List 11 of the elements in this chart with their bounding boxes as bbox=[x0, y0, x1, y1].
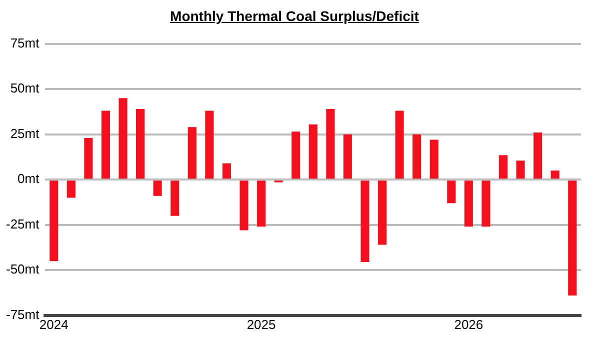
chart-title: Monthly Thermal Coal Surplus/Deficit bbox=[169, 7, 420, 26]
y-tick-label: 50mt bbox=[10, 80, 40, 96]
x-tick-label: 2026 bbox=[454, 316, 484, 332]
y-tick-label: -75mt bbox=[6, 306, 40, 322]
y-tick-label: 25mt bbox=[10, 126, 40, 141]
x-tick-label: 2024 bbox=[39, 316, 68, 332]
y-tick-label: -25mt bbox=[6, 216, 40, 232]
x-tick-label: 2025 bbox=[246, 316, 276, 332]
y-tick-label: -50mt bbox=[6, 262, 40, 277]
y-tick-label: 0mt bbox=[18, 171, 40, 186]
y-tick-label: 75mt bbox=[10, 35, 40, 50]
